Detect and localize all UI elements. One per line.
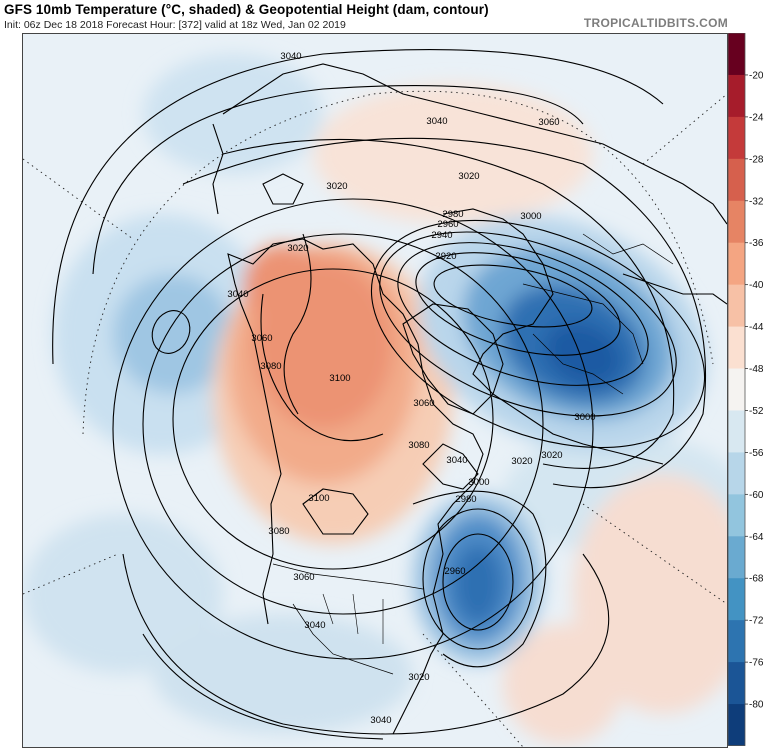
shading-siberia-cool: [143, 54, 323, 174]
colorbar-segment: [728, 33, 745, 76]
colorbar-tick-label: -32: [749, 196, 764, 207]
shading-arctic-warm: [313, 84, 593, 224]
contour-label: 3020: [458, 171, 479, 182]
contour-label: 3080: [268, 526, 289, 537]
colorbar-segment: [728, 578, 745, 621]
chart-title: GFS 10mb Temperature (°C, shaded) & Geop…: [4, 2, 489, 17]
contour-label: 3040: [227, 289, 248, 300]
contour-label: 3040: [370, 715, 391, 726]
contour-label: 2960: [444, 566, 465, 577]
contour-labels: 3040 3040 3060 3020 3020 3020 2980 2960 …: [227, 51, 595, 726]
colorbar-segment: [728, 284, 745, 328]
contour-label: 3060: [413, 398, 434, 409]
contour-label: 3040: [304, 620, 325, 631]
temperature-height-map: 3040 3040 3060 3020 3020 3020 2980 2960 …: [23, 34, 727, 747]
colorbar-segment: [728, 242, 745, 286]
colorbar-segment: [728, 74, 745, 118]
temperature-colorbar: -20 -24 -28 -32 -36 -40 -44 -48 -52 -56 -60 -64 -68 -…: [726, 33, 768, 746]
colorbar-tick-label: -52: [749, 406, 764, 417]
contour-label: 3100: [329, 373, 350, 384]
colorbar-segment: [728, 410, 745, 453]
contour-label: 3040: [426, 116, 447, 127]
colorbar-tick-label: -72: [749, 616, 764, 627]
colorbar-segment: [728, 452, 745, 495]
contour-label: 3020: [408, 672, 429, 683]
contour-label: 2920: [435, 251, 456, 262]
colorbar-tick-label: -44: [749, 322, 764, 333]
contour-label: 3000: [468, 477, 489, 488]
contour-label: 2980: [442, 209, 463, 220]
colorbar-tick-label: -28: [749, 154, 764, 165]
contour-label: 3040: [280, 51, 301, 62]
contour-label: 2980: [455, 494, 476, 505]
colorbar-segment: [728, 116, 745, 160]
contour-label: 3000: [520, 211, 541, 222]
colorbar-segment: [728, 620, 745, 663]
contour-label: 3060: [251, 333, 272, 344]
us-canada-border: [272, 563, 424, 590]
coast-eurasia-north: [222, 63, 727, 225]
contour-label: 3020: [541, 450, 562, 461]
contour-label: 3100: [308, 493, 329, 504]
colorbar-segment: [728, 494, 745, 537]
contour-label: 3020: [287, 243, 308, 254]
site-credit[interactable]: TROPICALTIDBITS.COM: [583, 16, 728, 30]
contour-label: 3060: [538, 117, 559, 128]
colorbar-tick-label: -20: [749, 70, 764, 81]
chart-subtitle: Init: 06z Dec 18 2018 Forecast Hour: [37…: [4, 19, 346, 31]
colorbar-tick-label: -24: [749, 112, 764, 123]
colorbar-tick-label: -56: [749, 448, 764, 459]
map-panel: 3040 3040 3060 3020 3020 3020 2980 2960 …: [22, 33, 728, 748]
contour-ridge-3100: [172, 268, 494, 570]
colorbar-tick-label: -68: [749, 574, 764, 585]
colorbar-segment: [728, 200, 745, 244]
contour-label: 3000: [574, 412, 595, 423]
colorbar-tick-label: -80: [749, 700, 764, 711]
colorbar-segment: [728, 326, 745, 370]
contour-label: 3040: [446, 455, 467, 466]
contour-label: 3060: [293, 572, 314, 583]
coast-north-america: [227, 238, 484, 735]
colorbar-graphic: -20 -24 -28 -32 -36 -40 -44 -48 -52 -56 -60 -64 -68 -…: [727, 33, 764, 746]
contour-label: 3080: [408, 440, 429, 451]
contour-pacific-closed: [151, 310, 191, 354]
colorbar-tick-label: -60: [749, 490, 764, 501]
colorbar-tick-label: -64: [749, 532, 764, 543]
graticule: [23, 90, 727, 747]
contour-label: 2960: [437, 219, 458, 230]
temperature-shading: [23, 34, 727, 747]
colorbar-tick-label: -76: [749, 658, 764, 669]
contour-label: 3020: [511, 456, 532, 467]
colorbar-segment: [728, 704, 745, 746]
colorbar-segment: [728, 368, 745, 411]
colorbar-tick-label: -36: [749, 238, 764, 249]
coastlines: [212, 63, 727, 735]
contour-label: 3080: [260, 361, 281, 372]
colorbar-segment: [728, 158, 745, 202]
colorbar-tick-label: -48: [749, 364, 764, 375]
colorbar-segment: [728, 662, 745, 705]
colorbar-segment: [728, 536, 745, 579]
contour-label: 2940: [431, 230, 452, 241]
height-contours: [52, 49, 707, 740]
contour-label: 3020: [326, 181, 347, 192]
colorbar-tick-label: -40: [749, 280, 764, 291]
